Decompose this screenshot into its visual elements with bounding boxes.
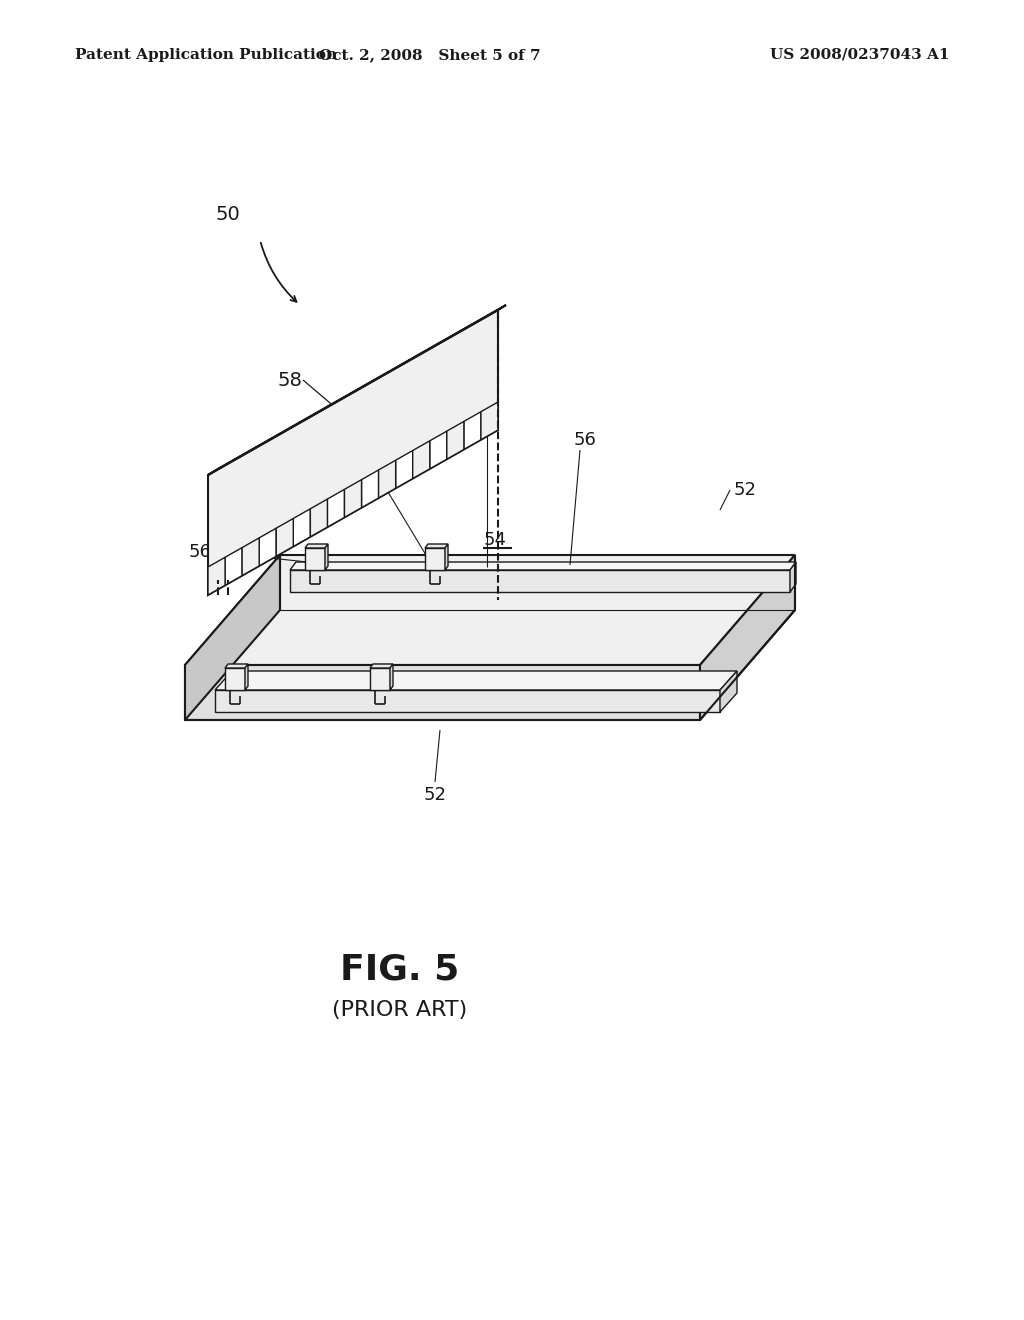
Polygon shape [344,479,361,517]
Polygon shape [700,554,795,719]
Polygon shape [185,554,795,665]
Polygon shape [445,544,449,570]
Text: 56: 56 [475,411,499,429]
Text: FIG. 5: FIG. 5 [340,953,460,987]
Text: (PRIOR ART): (PRIOR ART) [333,1001,468,1020]
Text: Patent Application Publication: Patent Application Publication [75,48,337,62]
Polygon shape [225,664,248,668]
Polygon shape [395,450,413,488]
Polygon shape [293,508,310,546]
Polygon shape [225,668,245,690]
Polygon shape [446,421,464,459]
Text: 56: 56 [573,432,596,449]
Polygon shape [464,412,481,449]
Text: Oct. 2, 2008   Sheet 5 of 7: Oct. 2, 2008 Sheet 5 of 7 [319,48,541,62]
Polygon shape [413,441,430,479]
Polygon shape [481,403,498,440]
Text: 54: 54 [483,531,507,549]
Text: 52: 52 [424,785,446,804]
Text: 52: 52 [733,480,757,499]
Polygon shape [215,671,737,690]
Polygon shape [259,528,276,566]
Polygon shape [370,668,390,690]
Polygon shape [430,432,446,469]
Polygon shape [379,461,395,498]
Polygon shape [245,664,248,690]
Polygon shape [790,562,796,591]
Polygon shape [325,544,328,570]
Polygon shape [242,537,259,576]
Text: US 2008/0237043 A1: US 2008/0237043 A1 [770,48,950,62]
Polygon shape [290,570,790,591]
Polygon shape [208,310,498,595]
Polygon shape [185,665,700,719]
Polygon shape [208,305,506,475]
Text: 56: 56 [188,543,211,561]
Polygon shape [720,671,737,711]
Polygon shape [390,664,393,690]
Polygon shape [305,544,328,548]
Polygon shape [361,470,379,508]
Text: 58: 58 [278,371,302,389]
Polygon shape [310,499,328,537]
Polygon shape [370,664,393,668]
Polygon shape [208,557,225,595]
Polygon shape [185,554,280,719]
Polygon shape [425,548,445,570]
Polygon shape [305,548,325,570]
Text: 56: 56 [374,469,396,487]
Polygon shape [215,690,720,711]
Polygon shape [290,562,796,570]
Polygon shape [276,519,293,556]
Polygon shape [328,490,344,527]
Text: 50: 50 [216,206,241,224]
Polygon shape [225,548,242,585]
Polygon shape [425,544,449,548]
